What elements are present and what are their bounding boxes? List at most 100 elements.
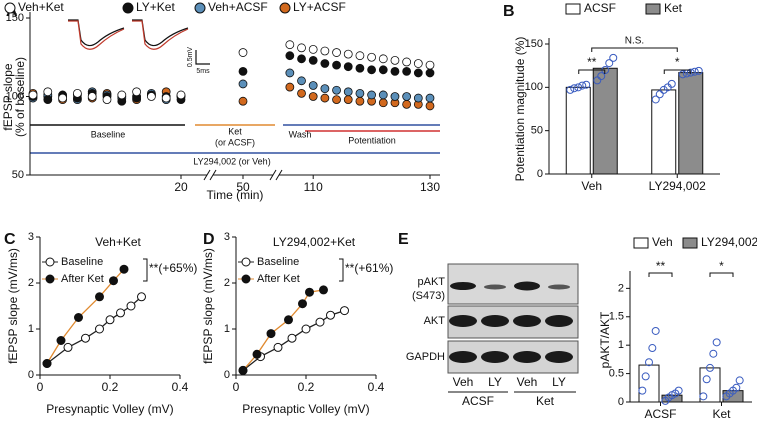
data-point	[378, 98, 388, 108]
protocol-label: Potentiation	[348, 135, 396, 145]
data-point	[298, 299, 307, 309]
data-point	[343, 95, 353, 105]
individual-point	[641, 372, 650, 381]
axis-break	[275, 169, 283, 181]
data-point	[238, 66, 248, 76]
panel-letter: B	[503, 3, 515, 20]
individual-point	[667, 79, 676, 88]
data-point	[320, 59, 330, 68]
data-point	[378, 54, 388, 64]
trace-insets	[68, 19, 210, 65]
legend-marker	[194, 2, 206, 14]
y-axis-label: fEPSP slope (mV/ms)	[6, 248, 20, 364]
data-point	[343, 87, 353, 97]
data-point	[355, 88, 365, 98]
y-tick-label: 0.5	[609, 367, 624, 379]
individual-point	[578, 81, 587, 90]
y-tick-label: 0	[618, 396, 624, 408]
y-tick-label: 2	[28, 277, 34, 289]
significance-bracket	[663, 69, 691, 74]
bar	[592, 67, 618, 175]
individual-point	[655, 90, 664, 99]
data-point	[425, 68, 435, 78]
y-tick-label: 150	[525, 38, 543, 50]
blot-row-label: pAKT	[417, 276, 445, 288]
y-axis-label: Potentiation magnitude (%)	[513, 37, 527, 182]
significance-bracket	[709, 272, 734, 277]
legend-label: Baseline	[61, 256, 103, 268]
data-point	[332, 48, 341, 57]
blot-row-label: AKT	[424, 315, 446, 327]
individual-point	[597, 72, 606, 81]
data-point	[285, 40, 295, 50]
data-point	[297, 76, 306, 86]
data-point	[95, 292, 104, 302]
legend-label: Veh	[652, 235, 673, 249]
individual-point	[574, 83, 583, 92]
legend-swatch	[682, 237, 698, 249]
legend-marker	[279, 2, 291, 14]
data-point	[285, 51, 295, 61]
individual-point	[566, 85, 575, 94]
y-tick-label: 0	[537, 168, 543, 180]
data-point	[116, 308, 125, 318]
blot-lane-label: Veh	[517, 375, 538, 389]
data-point	[413, 93, 423, 103]
x-tick-label: 0.2	[102, 380, 119, 394]
y-axis-label: fEPSP slope	[1, 63, 15, 130]
y-tick-label: 1	[224, 323, 230, 335]
y-tick-label: 50	[531, 125, 543, 137]
y-tick-label: 100	[525, 81, 543, 93]
data-point	[332, 95, 341, 105]
x-tick-label: Ket	[712, 407, 731, 419]
individual-point	[690, 67, 699, 76]
x-tick-label: Veh	[581, 179, 602, 193]
blot-row-label: GAPDH	[406, 351, 445, 363]
chart-title: LY294,002+Ket	[273, 235, 356, 249]
data-point	[238, 79, 248, 89]
data-point	[43, 87, 53, 97]
scale-label: 0.5mV	[187, 47, 194, 68]
data-point	[42, 359, 52, 368]
x-tick-label: 0	[37, 380, 44, 394]
legend-marker	[45, 274, 55, 284]
significance-label: *	[675, 55, 680, 69]
data-point	[74, 313, 83, 322]
data-point	[56, 336, 66, 345]
legend-label: LY294,002	[701, 235, 757, 249]
individual-point	[645, 358, 653, 367]
axis-break	[269, 169, 277, 181]
data-point	[137, 292, 146, 302]
significance-label: *	[719, 259, 724, 273]
data-point	[252, 349, 262, 359]
data-point	[301, 324, 311, 334]
y-tick-label: 3	[28, 231, 34, 243]
axis-break	[203, 169, 211, 181]
legend-label: After Ket	[257, 273, 300, 285]
blot-row-label: (S473)	[412, 290, 445, 302]
significance-bracket	[339, 258, 344, 282]
y-axis-label: pAKT/AKT	[598, 311, 612, 368]
annotation: **(+61%)	[345, 261, 393, 275]
data-point	[63, 342, 73, 352]
data-point	[343, 49, 353, 59]
data-point	[266, 329, 276, 339]
data-point	[308, 45, 318, 54]
individual-point	[702, 375, 711, 384]
panel-letter: C	[4, 231, 16, 248]
y-axis-label: fEPSP slope (mV/ms)	[201, 248, 215, 364]
significance-label: **	[656, 259, 666, 273]
data-point	[126, 301, 136, 311]
individual-point	[648, 344, 657, 353]
data-point	[238, 48, 248, 57]
individual-point	[593, 76, 602, 85]
data-point	[297, 88, 306, 98]
data-point	[402, 57, 412, 67]
blot-lane-label: Veh	[453, 375, 474, 389]
legend-marker	[45, 257, 55, 267]
legend-swatch	[633, 237, 649, 249]
data-point	[176, 90, 186, 100]
individual-point	[699, 392, 708, 401]
significance-bracket	[591, 47, 678, 52]
data-point	[320, 93, 330, 103]
